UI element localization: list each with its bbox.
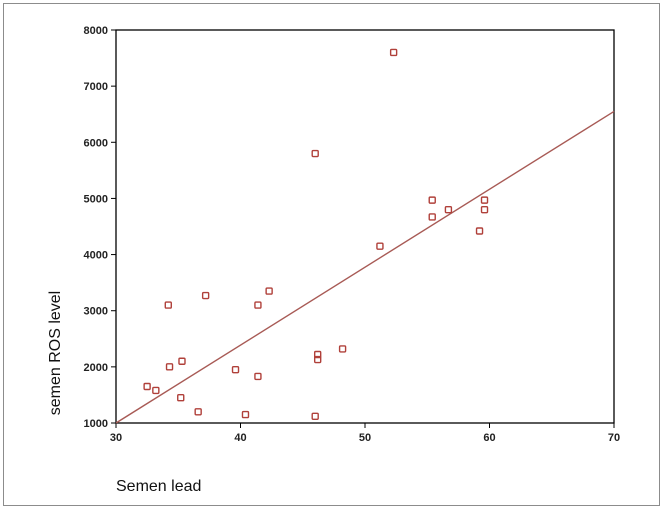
data-point [177, 394, 185, 402]
y-tick-label: 6000 [84, 137, 108, 149]
data-point [480, 205, 489, 214]
y-axis: 1000 2000 3000 4000 5000 6000 7000 8000 [84, 25, 116, 430]
y-axis-title: semen ROS level [47, 291, 64, 416]
y-tick-label: 7000 [84, 81, 108, 93]
data-point [444, 205, 453, 214]
data-point [143, 382, 151, 391]
y-tick-label: 2000 [84, 362, 108, 374]
data-point [178, 357, 186, 365]
data-point [389, 48, 398, 57]
data-point [231, 365, 240, 374]
y-tick-label: 5000 [84, 193, 108, 205]
data-point [428, 196, 436, 204]
data-point [165, 363, 174, 371]
x-tick-label: 50 [359, 432, 371, 444]
plot-area [115, 29, 615, 424]
data-point [254, 301, 262, 309]
x-tick-label: 40 [234, 432, 246, 444]
data-point [338, 345, 347, 353]
x-axis-title: Semen lead [116, 478, 201, 495]
y-tick-label: 1000 [84, 418, 108, 430]
x-tick-label: 30 [110, 432, 122, 444]
data-point [313, 355, 322, 364]
x-tick-label: 70 [608, 432, 620, 444]
y-tick-label: 4000 [84, 250, 108, 262]
data-point [475, 227, 484, 235]
x-axis: 30 40 50 60 70 [110, 423, 620, 444]
data-point [376, 242, 384, 250]
y-tick-label: 3000 [84, 306, 108, 318]
x-tick-label: 60 [483, 432, 495, 444]
data-point [311, 412, 319, 420]
data-point [201, 291, 210, 300]
plot-border [115, 29, 615, 424]
data-point [480, 196, 489, 204]
y-tick-label: 8000 [84, 25, 108, 37]
data-point [241, 410, 250, 419]
data-point [152, 386, 160, 395]
data-point [194, 408, 202, 416]
data-point [265, 287, 273, 295]
data-point [311, 149, 319, 158]
data-point [164, 301, 172, 309]
data-point [254, 372, 262, 381]
data-point [428, 213, 436, 221]
data-point [313, 350, 322, 359]
fit-line [115, 110, 615, 424]
